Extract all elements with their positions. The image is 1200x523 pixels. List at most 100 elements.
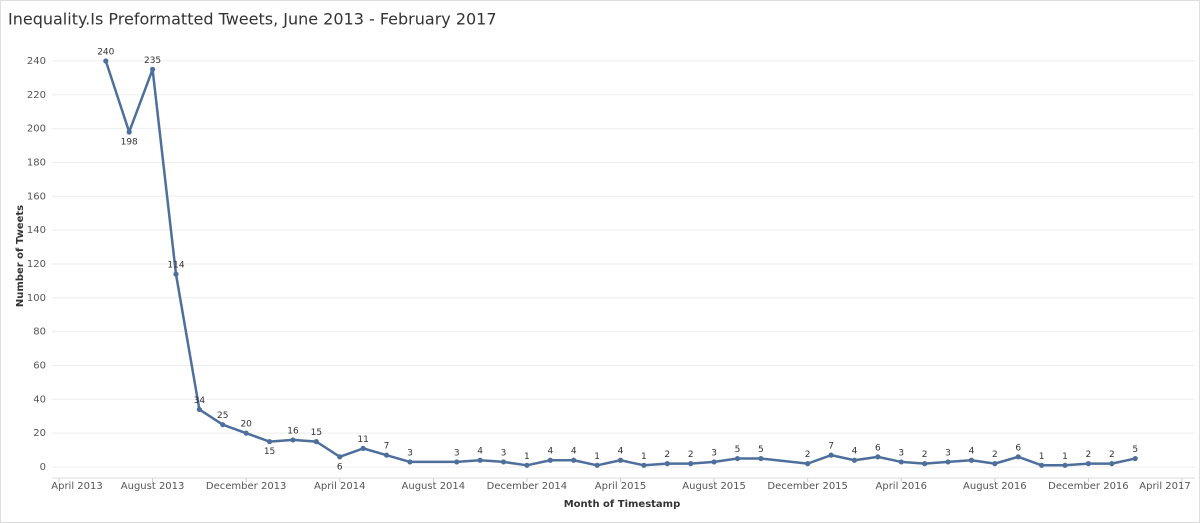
data-label: 1 (524, 452, 530, 462)
data-label: 15 (264, 447, 275, 457)
data-label: 2 (688, 450, 694, 460)
point (1085, 461, 1092, 467)
point (149, 66, 156, 72)
point (243, 430, 249, 436)
point (922, 461, 928, 467)
data-label: 2 (992, 450, 998, 460)
x-tick-label: August 2014 (402, 481, 466, 492)
data-label: 3 (407, 448, 413, 458)
point (360, 445, 366, 451)
point (126, 129, 132, 135)
point (524, 462, 530, 468)
x-tick-label: April 2015 (595, 481, 646, 492)
data-label: 6 (337, 462, 343, 472)
x-tick-label: April 2016 (876, 481, 927, 492)
point (407, 459, 413, 465)
data-label: 15 (311, 428, 322, 438)
point (337, 454, 343, 460)
data-label: 5 (1132, 445, 1138, 455)
point (875, 454, 881, 460)
y-tick-label: 160 (27, 191, 46, 202)
data-label: 4 (547, 447, 553, 457)
point (1039, 462, 1045, 468)
point (196, 406, 202, 413)
y-tick-label: 140 (27, 225, 46, 236)
point (828, 452, 834, 458)
data-label: 3 (711, 448, 717, 458)
point (711, 459, 717, 465)
point (1015, 454, 1021, 460)
point (1062, 462, 1068, 468)
y-axis-title: Number of Tweets (15, 205, 26, 307)
point (898, 459, 904, 465)
data-label: 6 (1015, 443, 1021, 453)
point (220, 422, 226, 428)
y-tick-label: 20 (33, 428, 46, 439)
x-tick-label: April 2013 (51, 481, 102, 492)
data-label: 2 (805, 450, 811, 460)
data-label: 1 (1039, 452, 1045, 462)
y-tick-label: 80 (33, 327, 46, 338)
point (851, 457, 858, 463)
data-label: 4 (618, 447, 624, 457)
point (734, 455, 741, 462)
x-tick-label: April 2014 (314, 481, 365, 492)
point (500, 459, 507, 465)
data-label: 3 (898, 448, 904, 458)
x-tick-label: December 2015 (767, 481, 847, 492)
data-label: 1 (1062, 452, 1068, 462)
point (594, 462, 600, 468)
data-label: 16 (287, 426, 299, 436)
point (477, 457, 483, 463)
data-label: 34 (194, 396, 206, 406)
x-tick-label: December 2016 (1048, 481, 1128, 492)
x-tick-label: August 2015 (682, 481, 746, 492)
point (617, 457, 624, 463)
data-label: 3 (454, 448, 460, 458)
point (758, 455, 764, 462)
data-label: 3 (945, 448, 951, 458)
y-tick-label: 240 (27, 56, 46, 67)
y-tick-label: 200 (27, 124, 46, 135)
y-tick-label: 220 (27, 90, 46, 101)
point (313, 439, 319, 445)
data-label: 7 (384, 442, 390, 452)
point (454, 459, 460, 465)
point (266, 439, 273, 445)
chart-title: Inequality.Is Preformatted Tweets, June … (8, 10, 497, 29)
point (1132, 455, 1138, 462)
data-label: 240 (97, 47, 114, 57)
data-label: 4 (852, 447, 858, 457)
y-tick-label: 60 (33, 360, 46, 371)
point (383, 452, 390, 458)
data-label: 2 (1086, 450, 1092, 460)
line (104, 60, 1136, 467)
x-tick-label: December 2013 (206, 481, 286, 492)
y-tick-label: 40 (33, 394, 46, 405)
x-tick-label: April 2017 (1139, 481, 1190, 492)
point (571, 457, 577, 463)
data-label: 25 (217, 411, 228, 421)
data-label: 3 (501, 448, 507, 458)
data-label: 4 (477, 447, 483, 457)
data-label: 235 (144, 56, 161, 66)
data-label: 198 (121, 137, 138, 147)
y-tick-label: 0 (40, 462, 46, 473)
point (641, 462, 647, 468)
point (173, 271, 179, 277)
data-label: 7 (828, 442, 834, 452)
point (1109, 461, 1115, 467)
data-label: 1 (594, 452, 600, 462)
data-label: 6 (875, 443, 881, 453)
data-label: 20 (240, 420, 252, 430)
point (992, 461, 998, 467)
data-label: 2 (664, 450, 670, 460)
data-label: 1 (641, 452, 647, 462)
data-label: 11 (357, 435, 368, 445)
data-label: 5 (758, 445, 764, 455)
x-axis-title: Month of Timestamp (564, 499, 681, 510)
point (945, 459, 951, 465)
data-label: 4 (969, 447, 975, 457)
point (290, 437, 296, 443)
